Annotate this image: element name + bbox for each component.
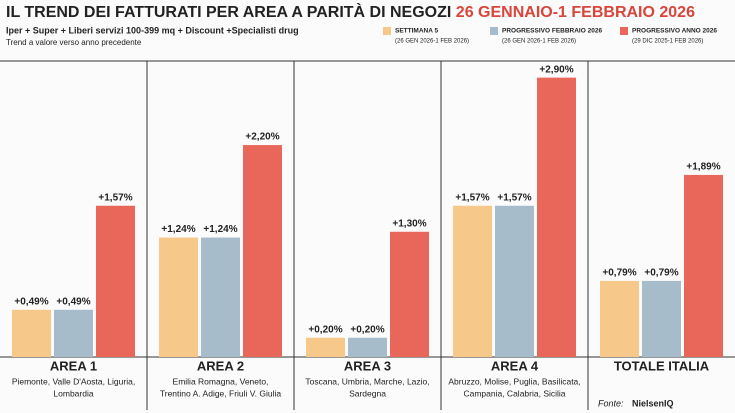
legend-swatch [490,27,498,35]
bar [12,309,51,357]
value-label: +1,57% [497,192,531,203]
category-detail: Trentino A. Adige, Friuli V. Giulia [160,388,282,398]
category-label: TOTALE ITALIA [614,358,710,373]
bar [306,337,345,357]
category-label: AREA 2 [197,358,244,373]
category-detail: Emilia Romagna, Veneto, [173,376,269,386]
category-detail: Toscana, Umbria, Marche, Lazio, [305,376,429,386]
legend-label: PROGRESSIVO FEBBRAIO 2026 [502,28,602,35]
category-detail: Abruzzo, Molise, Puglia, Basilicata, [448,376,580,386]
bar [600,280,639,357]
value-label: +1,30% [392,218,426,229]
value-label: +1,24% [203,224,237,235]
category-label: AREA 1 [50,358,97,373]
bar [54,309,93,357]
value-label: +2,90% [539,64,573,75]
bar [537,77,576,357]
subtitle: Trend a valore verso anno precedente [6,38,142,47]
bar [348,337,387,357]
value-label: +0,79% [602,268,636,279]
bar [159,237,198,357]
legend-label: SETTIMANA 5 [395,28,438,35]
bar [684,174,723,357]
bar [243,145,282,357]
category-detail: Sardegna [349,388,386,398]
value-label: +1,57% [98,192,132,203]
title-highlight: 26 GENNAIO-1 FEBBRAIO 2026 [456,4,695,21]
value-label: +0,49% [56,296,90,307]
legend-period: (26 GEN 2026-1 FEB 2026) [395,39,469,45]
title-main: IL TREND DEI FATTURATI PER AREA A PARITÀ… [6,2,451,21]
source-label: Fonte: [598,398,624,408]
chart-title: IL TREND DEI FATTURATI PER AREA A PARITÀ… [6,2,695,21]
value-label: +0,20% [308,324,342,335]
legend-label: PROGRESSIVO ANNO 2026 [632,28,717,35]
legend-swatch [620,27,628,35]
subtitle: Iper + Super + Liberi servizi 100-399 mq… [6,25,299,35]
value-label: +2,20% [245,132,279,143]
category-label: AREA 3 [344,358,391,373]
source: NielsenIQ [632,398,674,408]
legend-period: (29 DIC 2025-1 FEB 2026) [632,39,703,45]
value-label: +0,20% [350,324,384,335]
category-detail: Campania, Calabria, Sicilia [463,388,565,398]
bar [201,237,240,357]
legend-swatch [383,27,391,35]
bar [495,205,534,357]
value-label: +0,79% [644,268,678,279]
bar [642,280,681,357]
category-detail: Lombardia [53,388,93,398]
category-detail: Piemonte, Valle D'Aosta, Liguria, [12,376,135,386]
value-label: +0,49% [14,296,48,307]
value-label: +1,57% [455,192,489,203]
value-label: +1,24% [161,224,195,235]
bar [453,205,492,357]
bar [390,231,429,357]
legend-period: (26 GEN 2026-1 FEB 2026) [502,39,576,45]
value-label: +1,89% [686,162,720,173]
bar [96,205,135,357]
category-label: AREA 4 [491,358,539,373]
